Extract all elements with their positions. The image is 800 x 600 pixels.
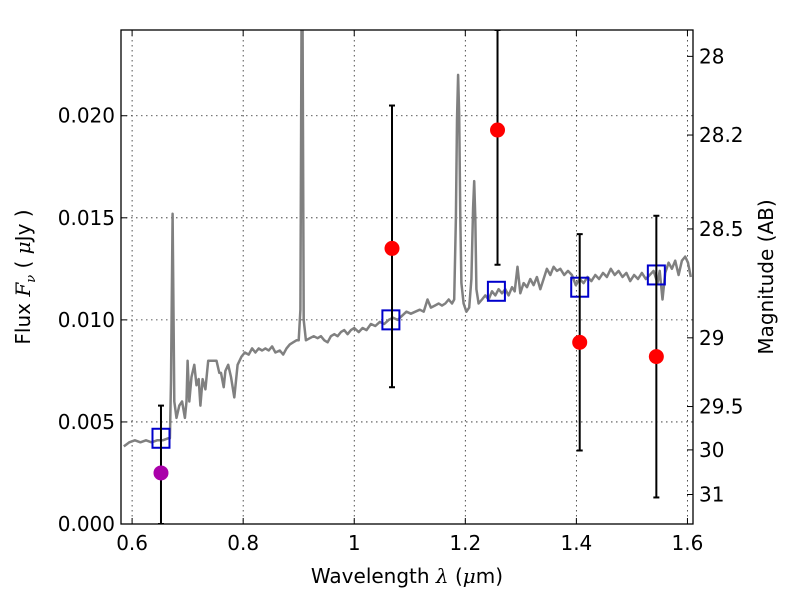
circle-marker xyxy=(384,240,400,256)
x-tick-label: 1.2 xyxy=(449,531,481,555)
x-tick-label: 0.8 xyxy=(227,531,259,555)
y2-tick-label: 31 xyxy=(699,482,724,506)
y2-tick-label: 29 xyxy=(699,326,724,350)
x-tick-label: 0.6 xyxy=(116,531,148,555)
y-tick-label: 0.005 xyxy=(58,410,115,434)
square-marker xyxy=(486,280,506,302)
axis-ticks: 0.6 0.8 1 1.2 1.4 1.6 0.000 0.005 0.010 0.015 0.02… xyxy=(58,30,744,555)
y2-tick-label: 28.2 xyxy=(699,123,744,147)
y2-tick-label: 29.5 xyxy=(699,395,744,419)
circle-marker xyxy=(648,349,664,365)
plot-series xyxy=(123,30,693,524)
x-tick-label: 1 xyxy=(348,531,361,555)
y-tick-label: 0.010 xyxy=(58,308,115,332)
y-tick-label: 0.020 xyxy=(58,104,115,128)
grid-lines xyxy=(121,30,693,524)
y2-tick-label: 28.5 xyxy=(699,217,744,241)
x-axis-label: Wavelength λ (μm) xyxy=(311,564,503,588)
x-tick-label: 1.6 xyxy=(672,531,704,555)
y-tick-label: 0.000 xyxy=(58,512,115,536)
y2-tick-label: 28 xyxy=(699,44,724,68)
x-tick-label: 1.4 xyxy=(560,531,592,555)
circle-marker xyxy=(153,465,169,481)
y-tick-label: 0.015 xyxy=(58,206,115,230)
plot-frame xyxy=(120,29,694,525)
square-marker xyxy=(381,309,401,331)
y2-axis-label: Magnitude (AB) xyxy=(754,199,778,354)
y-axis-label: Flux Fν ( μJy ) xyxy=(11,209,39,344)
circle-marker xyxy=(572,334,588,350)
circle-marker xyxy=(490,122,506,138)
y2-tick-label: 30 xyxy=(699,438,724,462)
